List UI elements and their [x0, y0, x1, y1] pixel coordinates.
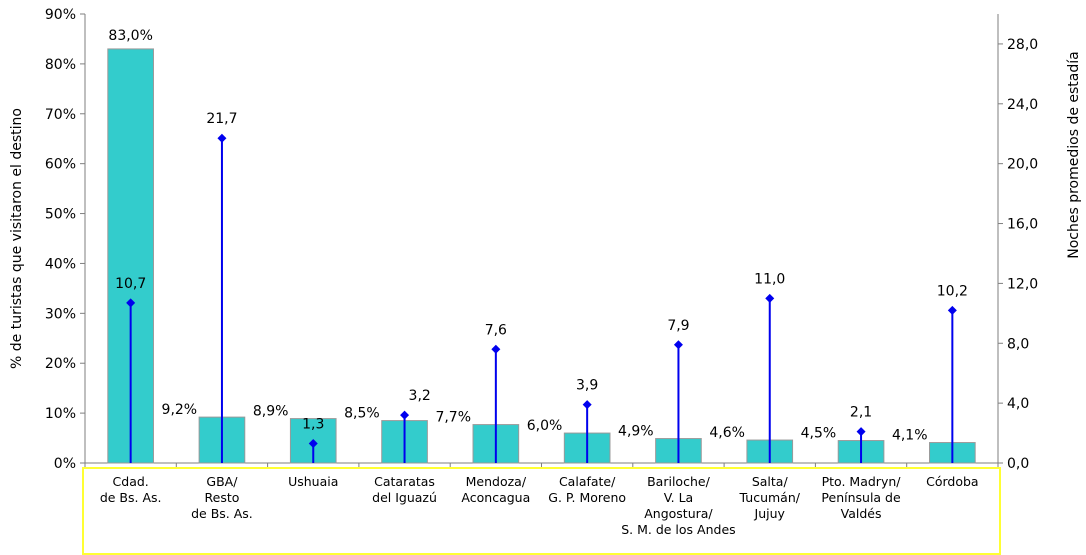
bar-value-label: 9,2%	[162, 402, 198, 418]
stem-value-label: 10,7	[115, 276, 146, 292]
category-label-line: G. P. Moreno	[548, 490, 626, 505]
y2-tick-label: 8,0	[1007, 336, 1029, 352]
y2-axis-title: Noches promedios de estadía	[1066, 51, 1082, 258]
category-box	[82, 467, 1001, 555]
bar-value-label: 8,9%	[253, 404, 289, 420]
category-label-line: Pto. Madryn/	[822, 474, 902, 489]
axes: 0% 10% 20% 30% 40% 50% 60% 70% 80% 90% 0,0 4,0 8,0 12…	[45, 7, 1038, 472]
category-label-line: de Bs. As.	[100, 490, 162, 505]
category-label: Ushuaia	[288, 474, 338, 489]
category-label-line: GBA/	[206, 474, 238, 489]
category-label-line: Bariloche/	[647, 474, 710, 489]
category-label: Calafate/G. P. Moreno	[548, 474, 626, 505]
bar-value-label: 83,0%	[108, 28, 152, 44]
stem-marker	[400, 410, 410, 420]
y2-tick-label: 20,0	[1007, 157, 1038, 173]
y2-tick-label: 28,0	[1007, 37, 1038, 53]
category-label-line: Resto	[205, 490, 240, 505]
bar-value-label: 7,7%	[435, 410, 471, 426]
stem-marker	[582, 400, 592, 410]
y-tick-label: 30%	[45, 306, 76, 322]
category-label-line: Mendoza/	[466, 474, 527, 489]
category-label: Salta/Tucumán/Jujuy	[739, 474, 801, 521]
y-tick-label: 90%	[45, 7, 76, 23]
bars	[107, 48, 976, 464]
category-label-line: Angostura/	[644, 506, 713, 521]
category-label-line: Calafate/	[559, 474, 616, 489]
stem-value-label: 1,3	[302, 417, 324, 433]
y-tick-label: 50%	[45, 207, 76, 223]
y2-tick-label: 24,0	[1007, 97, 1038, 113]
category-label-line: Córdoba	[926, 474, 978, 489]
category-label: Bariloche/V. La Angostura/S. M. de los An…	[621, 474, 735, 537]
y-tick-label: 70%	[45, 107, 76, 123]
stem-marker	[308, 439, 318, 449]
category-label-line: Valdés	[841, 506, 882, 521]
category-label-line: V. La	[664, 490, 694, 505]
stem-value-label: 3,2	[409, 388, 431, 404]
stem-marker	[217, 133, 227, 143]
y-axis-title: % de turistas que visitaron el destino	[9, 108, 25, 369]
stem-marker	[491, 344, 501, 354]
stem-value-label: 7,6	[485, 322, 507, 338]
category-label-line: Aconcagua	[461, 490, 530, 505]
y-tick-label: 20%	[45, 356, 76, 372]
stem-value-label: 21,7	[206, 111, 237, 127]
bar-value-label: 4,5%	[801, 426, 837, 442]
stem-marker	[856, 427, 866, 437]
bar-value-label: 4,1%	[892, 428, 928, 444]
category-label-line: Tucumán/	[739, 490, 801, 505]
y-tick-label: 0%	[54, 456, 76, 472]
category-label-line: de Bs. As.	[191, 506, 253, 521]
category-label-line: Cataratas	[374, 474, 435, 489]
stem-value-label: 10,2	[937, 283, 968, 299]
labels: 83,0% 9,2% 8,9% 8,5% 7,7% 6,0% 4,9% 4,6% 4,5% 4,1…	[108, 28, 968, 444]
stem-marker	[673, 340, 683, 350]
category-label-line: Cdad.	[113, 474, 149, 489]
category-label-line: Ushuaia	[288, 474, 338, 489]
category-label-line: Península de	[821, 490, 901, 505]
stem-marker	[765, 293, 775, 303]
bar-value-label: 8,5%	[344, 406, 380, 422]
bar-value-label: 6,0%	[527, 418, 563, 434]
category-label: Cataratas del Iguazú	[372, 474, 437, 505]
stem-marker	[126, 298, 136, 308]
category-label-line: del Iguazú	[372, 490, 437, 505]
y2-tick-label: 4,0	[1007, 396, 1029, 412]
stem-value-label: 7,9	[667, 318, 689, 334]
y-tick-label: 40%	[45, 256, 76, 272]
stem-value-label: 11,0	[754, 271, 785, 287]
y2-tick-label: 12,0	[1007, 276, 1038, 292]
category-label: GBA/Resto de Bs. As.	[191, 474, 253, 521]
category-label: Pto. Madryn/Península de Valdés	[821, 474, 901, 521]
stems	[126, 133, 957, 463]
y-tick-label: 80%	[45, 57, 76, 73]
y2-tick-label: 0,0	[1007, 456, 1029, 472]
category-label: Córdoba	[926, 474, 978, 489]
y-tick-label: 60%	[45, 157, 76, 173]
category-label-line: Salta/	[752, 474, 789, 489]
category-label-line: S. M. de los Andes	[621, 522, 735, 537]
stem-value-label: 2,1	[850, 405, 872, 421]
category-labels: Cdad. de Bs. As.GBA/Resto de Bs. As.Ushuai…	[100, 474, 979, 537]
y-tick-label: 10%	[45, 406, 76, 422]
category-label-line: Jujuy	[754, 506, 786, 521]
bar-value-label: 4,6%	[709, 425, 745, 441]
stem-value-label: 3,9	[576, 378, 598, 394]
category-label: Cdad. de Bs. As.	[100, 474, 162, 505]
bar-value-label: 4,9%	[618, 424, 654, 440]
category-label: Mendoza/Aconcagua	[461, 474, 530, 505]
stem-marker	[947, 305, 957, 315]
y2-tick-label: 16,0	[1007, 217, 1038, 233]
